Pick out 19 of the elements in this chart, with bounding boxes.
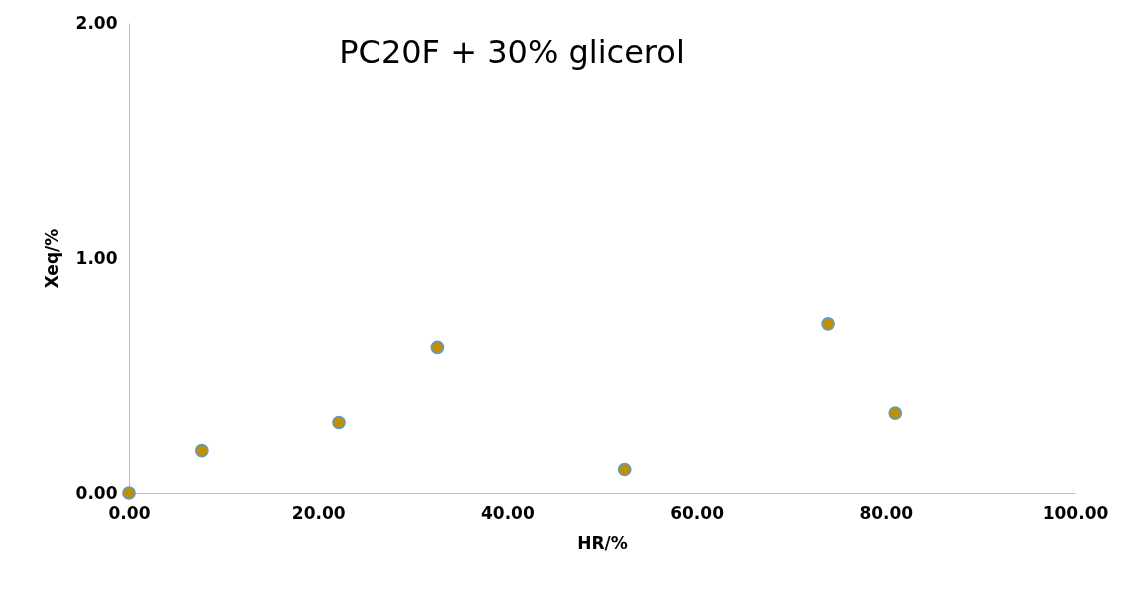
y-tick-label: 2.00 xyxy=(75,12,118,33)
chart-title: PC20F + 30% glicerol xyxy=(339,33,685,71)
x-tick-label: 40.00 xyxy=(481,502,535,523)
x-tick-label: 80.00 xyxy=(859,502,914,523)
point xyxy=(617,462,632,477)
y-tick-label: 1.00 xyxy=(75,247,118,268)
point xyxy=(430,340,445,355)
y-axis-title: Xeq/% xyxy=(41,228,62,289)
x-tick-label: 20.00 xyxy=(291,502,346,523)
point xyxy=(821,316,835,331)
point xyxy=(194,443,209,458)
point xyxy=(122,486,136,500)
y-tick-label: 0.00 xyxy=(75,482,118,503)
x-tick-label: 60.00 xyxy=(670,502,725,523)
point xyxy=(888,406,903,420)
x-axis-title: HR/% xyxy=(577,532,628,553)
x-tick-label: 100.00 xyxy=(1042,502,1109,523)
point xyxy=(332,415,346,430)
x-tick-label: 0.00 xyxy=(108,502,151,523)
